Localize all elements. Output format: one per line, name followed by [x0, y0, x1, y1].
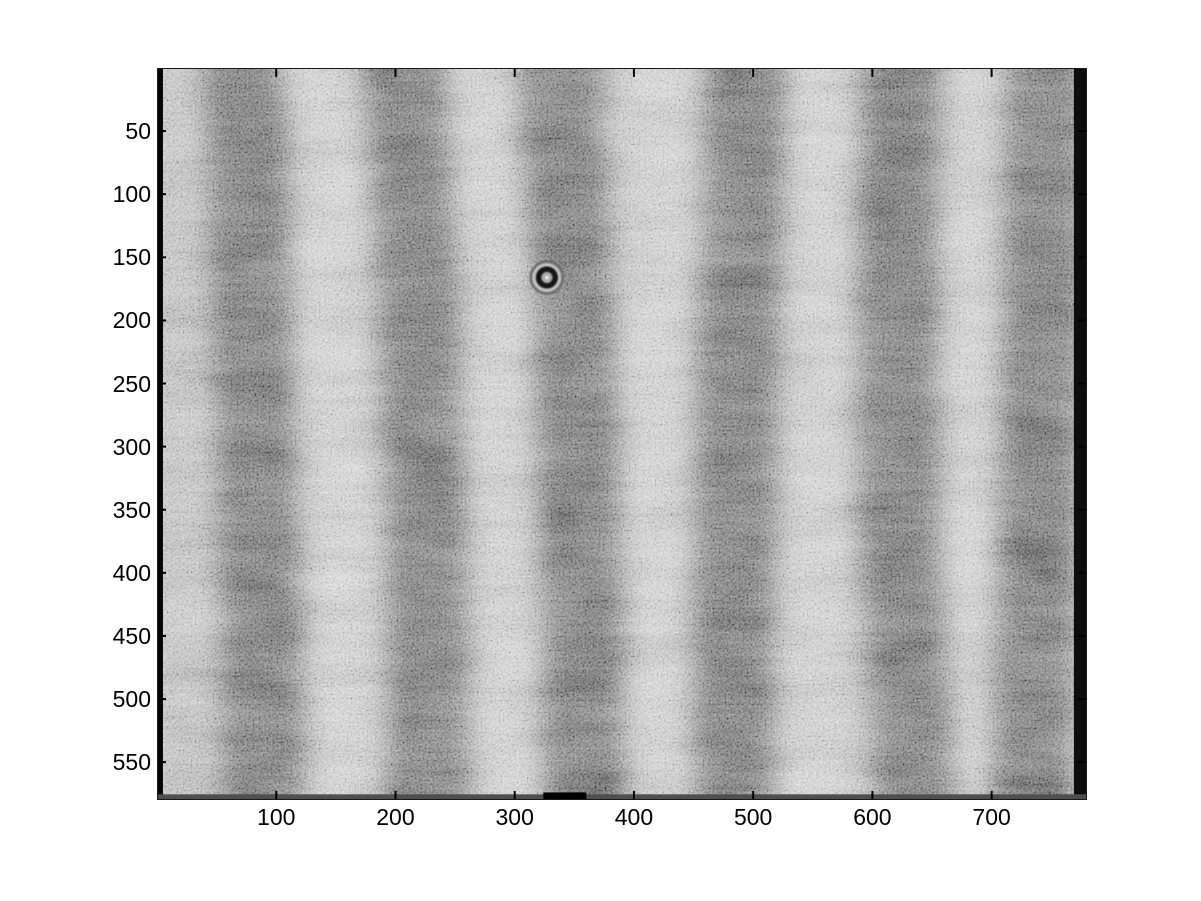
image-edge-artifacts	[157, 68, 1087, 800]
interferogram-image	[157, 68, 1087, 800]
x-axis-tick-label: 400	[614, 804, 654, 830]
ring-center-dot	[544, 275, 549, 280]
x-axis-tick-label: 500	[733, 804, 773, 830]
ring	[535, 266, 559, 290]
y-axis-tick-label: 50	[125, 118, 151, 145]
y-axis-tick-label: 350	[112, 496, 151, 523]
x-axis-tick-label: 200	[376, 804, 415, 830]
y-axis-tick-label: 150	[112, 244, 151, 271]
bottom-black-bar	[543, 792, 587, 800]
ring	[532, 263, 561, 292]
left-dark-column	[157, 68, 163, 800]
x-axis-tick-label: 100	[257, 804, 296, 830]
y-axis-tick-label: 100	[112, 181, 151, 208]
right-dark-column	[1073, 68, 1087, 800]
y-axis-tick-label: 500	[112, 686, 151, 713]
y-axis-tick-label: 200	[112, 307, 151, 334]
x-axis-tick-label: 600	[853, 804, 892, 830]
y-axis-tick-label: 450	[112, 622, 151, 649]
y-axis-tick-label: 250	[112, 370, 151, 397]
axis-tick-marks	[157, 68, 1087, 800]
x-axis-tick-label: 700	[972, 804, 1011, 830]
y-axis-tick-label: 300	[112, 433, 151, 460]
axes-box	[157, 68, 1087, 800]
ring	[529, 260, 565, 295]
diffraction-ring-defect	[529, 260, 565, 295]
streak-noise	[157, 68, 1087, 800]
y-axis-tick-label: 550	[112, 749, 151, 776]
bottom-dark-strip	[157, 794, 1087, 800]
ring	[541, 272, 553, 283]
x-axis-tick-label: 300	[495, 804, 534, 830]
y-axis-tick-label: 400	[112, 559, 151, 586]
